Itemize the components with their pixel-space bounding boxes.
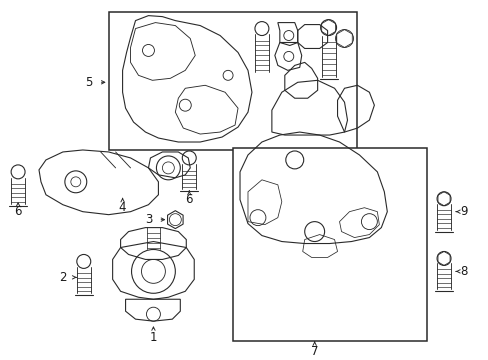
Text: 9: 9: [459, 205, 467, 218]
Text: 8: 8: [459, 265, 467, 278]
Text: 7: 7: [310, 345, 318, 357]
Text: 6: 6: [185, 193, 193, 206]
Text: 4: 4: [119, 201, 126, 214]
Bar: [108, 12, 357, 150]
Bar: [233, 148, 426, 341]
Text: 1: 1: [149, 330, 157, 343]
Text: 5: 5: [85, 76, 92, 89]
Text: 2: 2: [59, 271, 66, 284]
Text: 3: 3: [144, 213, 152, 226]
Text: 6: 6: [14, 205, 22, 218]
